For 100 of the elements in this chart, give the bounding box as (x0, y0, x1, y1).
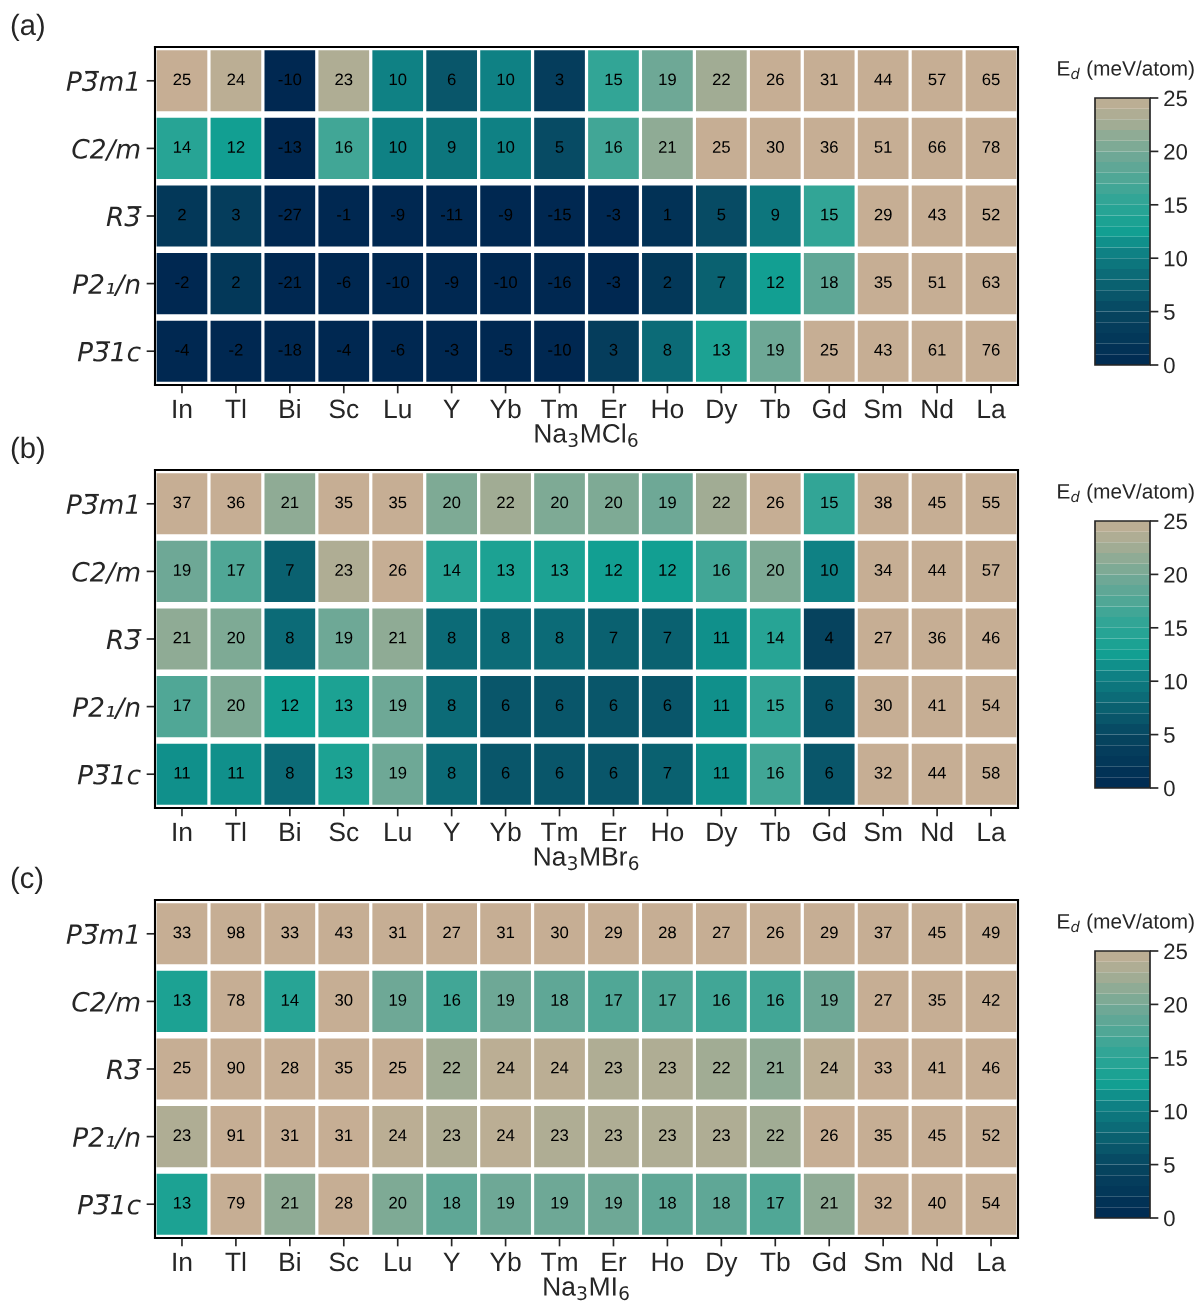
x-axis-title: Na$_{3}$MI$_{6}$ (544, 1277, 629, 1301)
data-label: -5 (498, 344, 513, 356)
data-label: 90 (227, 1061, 245, 1074)
data-label: 25 (712, 141, 730, 153)
y-tick-label: C2/m (72, 991, 140, 1014)
x-tick-label: Dy (707, 399, 738, 424)
data-label: 14 (443, 564, 461, 576)
data-label: 78 (982, 141, 1000, 153)
data-label: 26 (766, 73, 784, 86)
x-tick-label: Yb (490, 1251, 521, 1272)
data-label: -11 (440, 208, 463, 221)
data-label: 4 (824, 631, 834, 644)
data-label: 21 (281, 1196, 299, 1209)
data-label: 16 (605, 141, 623, 153)
data-label: 3 (231, 208, 240, 221)
data-label: -6 (391, 343, 405, 356)
data-label: 10 (821, 564, 838, 576)
data-label: 14 (767, 631, 785, 644)
color-bar-label: 15 (1164, 620, 1187, 637)
data-label: 18 (821, 276, 838, 289)
data-label: 16 (713, 994, 730, 1006)
data-label: 33 (173, 926, 191, 939)
data-label: 52 (982, 1129, 1000, 1142)
x-tick-label: La (978, 822, 1006, 842)
x-tick-label: Er (602, 399, 627, 419)
x-tick-label: Sm (864, 1252, 902, 1272)
data-label: 15 (767, 699, 784, 712)
data-label: 6 (609, 699, 618, 712)
data-label: 16 (713, 564, 730, 576)
y-tick-label: R3̅ (106, 1059, 142, 1080)
color-bar-label: 25 (1164, 90, 1187, 107)
data-label: 98 (227, 926, 245, 939)
x-tick-label: Tb (760, 1251, 790, 1272)
data-label: 31 (335, 1129, 353, 1142)
data-label: 18 (443, 1196, 461, 1209)
data-label: 16 (335, 141, 353, 153)
data-label: -9 (444, 276, 459, 289)
data-label: 49 (982, 926, 1000, 939)
data-label: 15 (821, 496, 838, 509)
data-label: 79 (227, 1196, 245, 1209)
data-label: 22 (712, 73, 730, 86)
data-label: -10 (548, 343, 571, 356)
data-label: 14 (281, 994, 299, 1006)
data-label: 18 (713, 1196, 730, 1209)
data-label: 76 (982, 343, 1000, 356)
data-label: -10 (494, 276, 517, 289)
data-label: 20 (605, 496, 623, 509)
data-label: 35 (335, 1061, 353, 1074)
data-label: 21 (820, 1196, 838, 1209)
data-label: 24 (820, 1061, 838, 1074)
data-label: 23 (712, 1129, 730, 1142)
y-tick-label: C2/m (72, 138, 140, 161)
data-label: 32 (874, 1196, 892, 1209)
data-label: 14 (173, 141, 191, 153)
data-label: 30 (874, 699, 892, 712)
data-label: 22 (712, 1061, 730, 1074)
data-label: 46 (982, 1061, 1000, 1074)
data-label: 13 (173, 1196, 191, 1209)
x-tick-label: Sc (329, 1252, 359, 1272)
data-label: 28 (281, 1061, 299, 1074)
data-label: 19 (767, 343, 784, 356)
data-label: 31 (281, 1129, 299, 1142)
data-label: 58 (982, 766, 1000, 779)
data-label: 31 (496, 926, 515, 939)
chart-title: (c) (11, 866, 43, 894)
data-label: 9 (771, 208, 780, 221)
x-tick-label: Tb (760, 821, 790, 842)
data-label: 18 (551, 994, 569, 1006)
color-bar-label: 10 (1164, 673, 1188, 690)
data-label: 8 (447, 631, 456, 644)
color-bar-title: E$_{d}$ (meV/atom) (1058, 913, 1194, 933)
data-label: 17 (227, 564, 245, 576)
x-axis-title: Na$_{3}$MCl$_{6}$ (535, 423, 638, 448)
data-label: 27 (874, 994, 892, 1006)
data-label: -10 (386, 276, 410, 289)
data-label: 35 (874, 1129, 892, 1142)
x-tick-label: In (173, 399, 192, 419)
data-label: 41 (928, 1061, 946, 1074)
data-label: 19 (497, 994, 515, 1006)
y-tick-label: P2₁/n (72, 274, 140, 297)
data-label: 7 (717, 276, 726, 288)
y-tick-label: R3̅ (106, 629, 142, 650)
data-label: 45 (928, 926, 946, 939)
data-label: 45 (928, 1129, 946, 1142)
color-bar-label: 0 (1164, 1210, 1175, 1227)
data-label: 23 (173, 1129, 191, 1142)
data-label: 17 (767, 1197, 784, 1209)
x-tick-label: Lu (385, 399, 411, 419)
chart-title: (b) (11, 436, 44, 464)
data-label: 13 (497, 564, 515, 576)
data-label: 6 (501, 699, 510, 712)
data-label: 21 (281, 496, 299, 509)
data-label: 15 (821, 208, 838, 221)
data-label: 19 (659, 73, 676, 86)
data-label: 25 (820, 343, 838, 356)
data-label: 21 (173, 631, 191, 644)
y-tick-label: P3̅m1 (66, 70, 138, 92)
color-bar-label: 0 (1164, 780, 1175, 797)
x-tick-label: La (978, 1252, 1006, 1272)
x-tick-label: Bi (280, 821, 300, 842)
